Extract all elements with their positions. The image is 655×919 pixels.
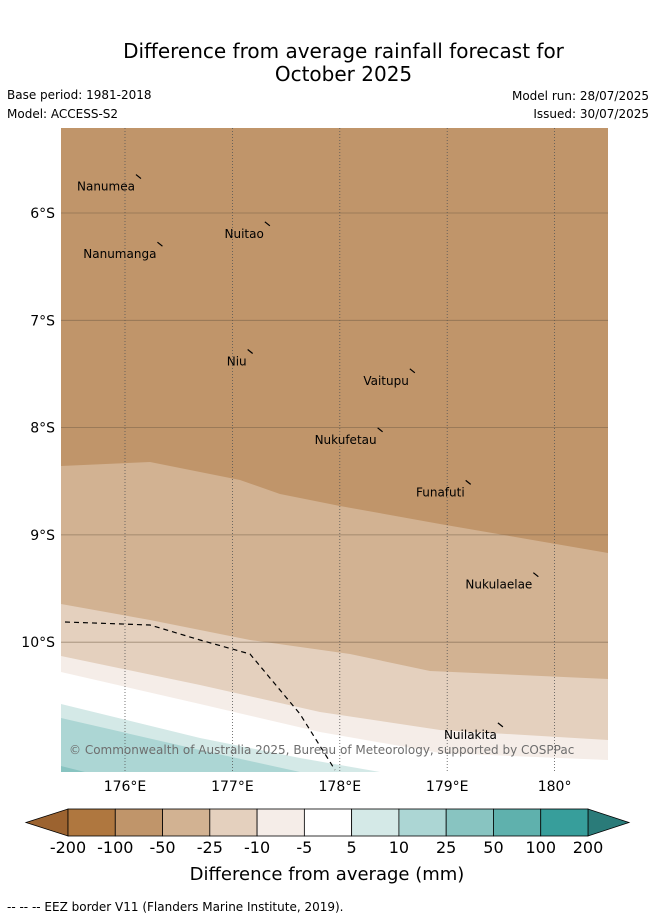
place-label: Nukufetau <box>315 433 377 447</box>
place-label: Vaitupu <box>363 374 409 388</box>
place-label: Nukulaelae <box>465 578 532 592</box>
lat-tick-label: 8°S <box>30 421 55 437</box>
colorbar-tick-label: 50 <box>483 838 503 857</box>
island-outline <box>157 241 163 247</box>
colorbar-segment <box>540 808 589 837</box>
eez-legend-note: -- -- -- EEZ border V11 (Flanders Marine… <box>7 900 344 914</box>
lon-tick-label: 177°E <box>211 779 254 795</box>
island-outline <box>497 722 504 728</box>
island-outline <box>409 368 416 374</box>
latitude-ticks: 6°S 7°S 8°S 9°S 10°S <box>21 206 55 651</box>
colorbar-tick-label: -100 <box>97 838 133 857</box>
place-label: Nanumea <box>77 180 135 194</box>
lat-tick-label: 10°S <box>21 635 55 651</box>
colorbar-segment <box>398 808 447 837</box>
colorbar-segment <box>209 808 258 837</box>
colorbar-tick-label: -5 <box>296 838 312 857</box>
model-text: Model: ACCESS-S2 <box>7 107 119 121</box>
place-label: Nuitao <box>225 227 264 241</box>
island-outline <box>465 479 472 485</box>
lon-tick-label: 180° <box>538 779 572 795</box>
island-outline <box>532 572 539 578</box>
base-period-text: Base period: 1981-2018 <box>7 88 152 102</box>
colorbar-segment <box>114 808 163 837</box>
place-label: Niu <box>227 354 247 368</box>
colorbar-tick-label: 5 <box>347 838 357 857</box>
place-label: Funafuti <box>416 485 465 499</box>
colorbar-segment <box>162 808 211 837</box>
colorbar-tick-label: -50 <box>149 838 175 857</box>
band-plus-25 <box>61 766 85 772</box>
island-outline <box>247 349 254 354</box>
colorbar-tick-label: -25 <box>197 838 223 857</box>
colorbar-extend-high <box>587 808 631 837</box>
issued-text: Issued: 30/07/2025 <box>533 107 649 121</box>
band-plus-10 <box>61 718 300 772</box>
colorbar-segment <box>445 808 494 837</box>
colorbar-extend-low <box>24 808 69 837</box>
longitude-ticks: 176°E 177°E 178°E 179°E 180° <box>104 779 572 795</box>
map-title-line2: October 2025 <box>274 62 413 86</box>
colorbar-tick-label: 10 <box>389 838 409 857</box>
place-label: Nuilakita <box>444 728 497 742</box>
lat-tick-label: 6°S <box>30 206 55 222</box>
island-outline <box>264 221 271 227</box>
colorbar: -200 -100 -50 -25 -10 -5 5 10 25 50 100 200 <box>24 808 631 857</box>
place-label: Nanumanga <box>83 247 156 261</box>
colorbar-tick-label: -200 <box>50 838 86 857</box>
colorbar-tick-label: -10 <box>244 838 270 857</box>
lon-tick-label: 176°E <box>104 779 147 795</box>
copyright-text: © Commonwealth of Australia 2025, Bureau… <box>69 743 574 757</box>
lon-tick-label: 178°E <box>319 779 362 795</box>
eez-border <box>64 621 336 771</box>
island-outline <box>135 174 142 180</box>
colorbar-segment <box>351 808 400 837</box>
map-area: Nanumea Nuitao Nanumanga Niu Vaitupu Nukufeta… <box>61 128 608 772</box>
colorbar-segment <box>303 808 353 837</box>
place-names: Nanumea Nuitao Nanumanga Niu Vaitupu Nukufeta… <box>77 174 539 742</box>
colorbar-segment <box>67 808 116 837</box>
colorbar-segment <box>493 808 542 837</box>
map-title-line1: Difference from average rainfall forecas… <box>123 39 564 63</box>
lat-tick-label: 9°S <box>30 528 55 544</box>
colorbar-segment <box>256 808 305 837</box>
lat-tick-label: 7°S <box>30 313 55 329</box>
gridlines <box>61 128 608 772</box>
colorbar-tick-label: 25 <box>436 838 456 857</box>
colorbar-tick-label: 200 <box>573 838 604 857</box>
island-outline <box>377 427 383 433</box>
model-run-text: Model run: 28/07/2025 <box>511 89 649 103</box>
lon-tick-label: 179°E <box>426 779 469 795</box>
colorbar-tick-label: 100 <box>525 838 556 857</box>
colorbar-title: Difference from average (mm) <box>190 864 465 885</box>
map-title: Difference from average rainfall forecas… <box>0 40 655 86</box>
